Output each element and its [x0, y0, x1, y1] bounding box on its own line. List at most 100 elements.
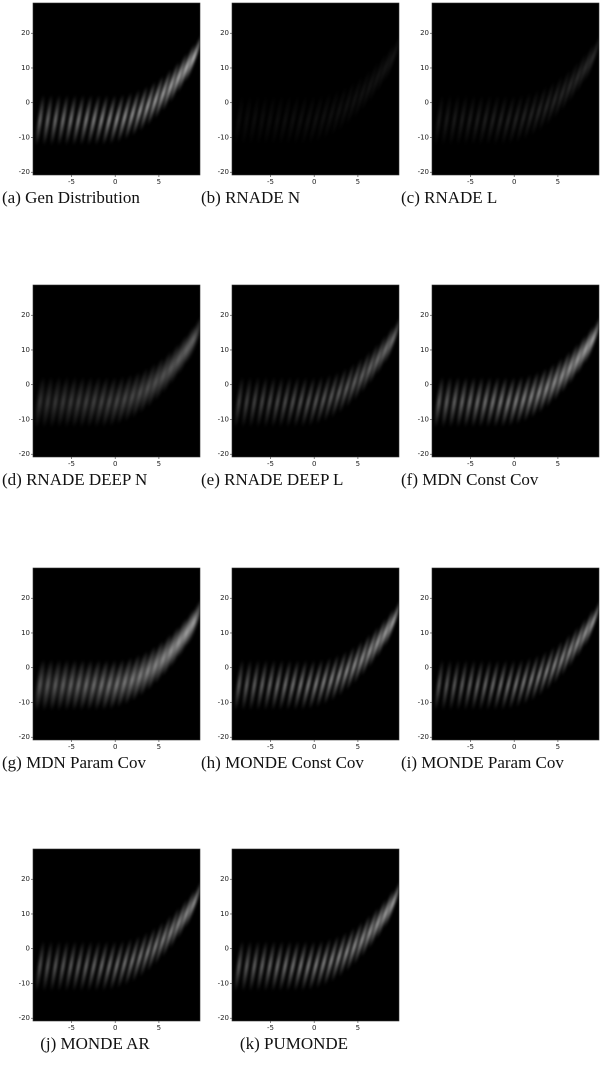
density-streak	[72, 94, 85, 146]
density-streak	[177, 43, 196, 93]
density-streak	[568, 334, 587, 385]
density-streak	[169, 899, 188, 949]
density-streak	[184, 598, 200, 648]
y-tick-label: 0	[225, 99, 229, 107]
y-tick-label: -20	[218, 168, 229, 176]
caption: (b) RNADE N	[201, 188, 301, 207]
density-streak	[576, 608, 595, 658]
y-tick-label: -20	[218, 450, 229, 458]
density-streak	[376, 889, 395, 939]
density-streak	[101, 659, 117, 711]
plot-frame	[431, 567, 600, 741]
density-streak	[323, 371, 339, 422]
density-streak	[376, 325, 395, 375]
density-streak	[49, 659, 62, 711]
x-tick-label: -5	[467, 743, 474, 751]
y-tick-label: 0	[225, 945, 229, 953]
density-streak	[531, 85, 547, 136]
panel: -5 0 5 -20 -10 0 10 20	[218, 2, 400, 186]
density-streak	[234, 376, 244, 428]
y-tick-label: -10	[418, 133, 429, 141]
density-image	[434, 315, 599, 428]
x-tick-label: 5	[356, 460, 360, 468]
density-streak	[456, 94, 468, 146]
plot-frame	[32, 848, 201, 1022]
density-streak	[294, 376, 307, 428]
density-streak	[184, 33, 200, 83]
density-streak	[234, 940, 244, 992]
density-streak	[576, 43, 595, 93]
y-tick-label: 20	[420, 29, 429, 37]
panel: -5 0 5 -20 -10 0 10 20	[418, 567, 600, 751]
density-streak	[102, 94, 116, 146]
plot-frame	[32, 567, 201, 741]
x-tick-label: 0	[512, 460, 516, 468]
density-streak	[79, 376, 93, 428]
density-streak	[249, 376, 260, 428]
panel: -5 0 5 -20 -10 0 10 20	[218, 284, 400, 468]
density-streak	[524, 654, 539, 705]
density-streak	[294, 940, 307, 992]
panel: -5 0 5 -20 -10 0 10 20	[19, 2, 201, 186]
density-streak	[162, 61, 180, 111]
density-streak	[109, 375, 125, 427]
panel: -5 0 5 -20 -10 0 10 20	[19, 567, 201, 751]
plot-frame	[231, 848, 400, 1022]
density-streak	[383, 33, 399, 83]
density-streak	[42, 659, 54, 711]
density-streak	[316, 938, 331, 989]
density-streak	[516, 374, 531, 425]
density-streak	[294, 659, 307, 711]
density-streak	[494, 659, 507, 711]
y-tick-label: 0	[26, 945, 30, 953]
density-streak	[576, 325, 595, 375]
density-streak	[346, 640, 363, 691]
density-streak	[309, 93, 323, 145]
density-streak	[279, 940, 291, 992]
x-tick-label: -5	[68, 460, 75, 468]
density-image	[234, 879, 399, 992]
density-streak	[154, 69, 172, 119]
density-streak	[279, 659, 291, 711]
x-tick-label: 0	[512, 743, 516, 751]
y-tick-label: -20	[19, 1014, 30, 1022]
density-streak	[286, 376, 300, 428]
density-streak	[286, 94, 299, 146]
density-streak	[464, 659, 475, 711]
density-streak	[154, 351, 172, 401]
y-tick-label: -20	[218, 733, 229, 741]
density-streak	[338, 927, 355, 978]
x-tick-label: 0	[113, 460, 117, 468]
density-streak	[553, 69, 571, 119]
y-tick-label: 10	[220, 910, 229, 918]
density-streak	[324, 935, 339, 986]
x-tick-label: 0	[113, 1024, 117, 1032]
density-streak	[49, 376, 62, 428]
density-streak	[42, 376, 54, 428]
density-streak	[35, 94, 45, 146]
density-streak	[361, 343, 379, 393]
density-streak	[486, 376, 500, 428]
density-streak	[376, 608, 395, 658]
density-streak	[184, 879, 200, 929]
x-tick-label: -5	[68, 1024, 75, 1032]
density-streak	[457, 659, 468, 711]
density-streak	[241, 376, 252, 428]
density-streak	[501, 94, 515, 146]
density-streak	[72, 376, 85, 428]
density-streak	[132, 931, 148, 982]
density-streak	[139, 363, 157, 414]
y-tick-label: -20	[218, 1014, 229, 1022]
density-streak	[301, 940, 315, 992]
caption: (c) RNADE L	[401, 188, 498, 207]
density-streak	[434, 659, 444, 711]
density-streak	[242, 940, 252, 992]
density-image	[234, 598, 399, 711]
density-streak	[301, 376, 315, 428]
y-tick-label: 10	[220, 629, 229, 637]
density-image	[234, 33, 399, 146]
density-streak	[242, 94, 252, 146]
density-streak	[539, 646, 555, 697]
density-streak	[50, 94, 61, 146]
x-tick-label: 0	[312, 460, 316, 468]
